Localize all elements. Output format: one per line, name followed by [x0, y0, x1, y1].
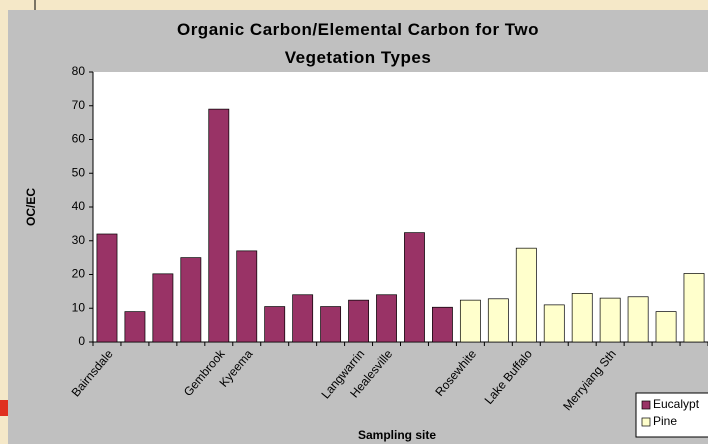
legend-box	[635, 392, 708, 438]
bar	[264, 306, 286, 343]
legend-label: Eucalypt	[653, 397, 700, 411]
bar	[543, 304, 565, 343]
bar	[376, 294, 397, 343]
top-strip	[0, 0, 708, 10]
y-tick-label: 0	[78, 334, 85, 348]
bar	[152, 273, 174, 343]
bar	[683, 273, 705, 343]
bar	[180, 257, 202, 343]
x-tick-label: Bairnsdale	[69, 347, 116, 400]
bar	[627, 296, 649, 343]
x-tick-label: Merryiang Sth	[560, 347, 619, 413]
bar	[348, 299, 369, 343]
y-axis-label: OC/EC	[24, 188, 38, 226]
legend-swatch	[641, 417, 651, 427]
chart-title: Organic Carbon/Elemental Carbon for Two …	[176, 20, 540, 67]
y-tick-label: 40	[72, 199, 86, 213]
x-tick-label: Rosewhite	[432, 347, 479, 399]
bar	[599, 297, 621, 343]
bar	[432, 306, 453, 343]
y-tick-label: 30	[72, 233, 86, 247]
bar	[459, 299, 481, 343]
legend-swatch	[641, 400, 651, 410]
x-axis-label: Sampling site	[358, 428, 436, 442]
bar	[571, 293, 593, 343]
y-tick-label: 10	[72, 300, 86, 314]
x-tick-label: Gembrook	[181, 346, 228, 399]
y-tick-label: 70	[72, 98, 86, 112]
bar	[487, 298, 509, 343]
bar	[515, 247, 537, 343]
bar	[320, 306, 342, 343]
left-strip	[0, 0, 8, 444]
bar	[124, 311, 146, 343]
y-tick-label: 80	[72, 64, 86, 78]
bar	[96, 233, 118, 343]
bar	[404, 232, 425, 343]
bar	[208, 108, 230, 343]
y-tick-label: 60	[72, 132, 86, 146]
legend-label: Pine	[653, 414, 677, 428]
y-tick-label: 50	[72, 165, 86, 179]
red-block	[0, 400, 8, 416]
bar	[236, 250, 258, 343]
x-tick-label: Lake Buffalo	[482, 347, 536, 407]
y-tick-label: 20	[72, 267, 86, 281]
bar	[292, 294, 314, 343]
bar	[655, 311, 677, 343]
